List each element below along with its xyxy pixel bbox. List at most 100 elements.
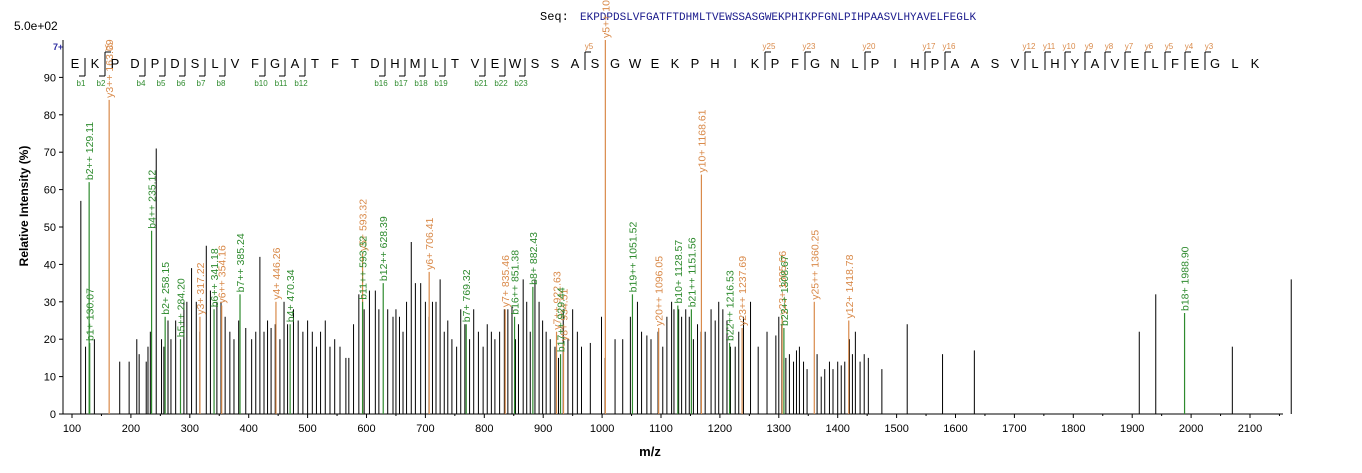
y-ladder-label: y4 bbox=[1185, 42, 1194, 51]
b-ladder-label: b5 bbox=[157, 79, 166, 88]
y-tick-label: 10 bbox=[44, 372, 56, 384]
y-ladder-label: y16 bbox=[943, 42, 956, 51]
b-ion-label: b5++ 284.20 bbox=[175, 278, 187, 337]
x-tick-label: 1900 bbox=[1120, 423, 1144, 435]
x-tick-label: 900 bbox=[534, 423, 552, 435]
b-ladder-label: b18 bbox=[414, 79, 428, 88]
b-ladder-label: b19 bbox=[434, 79, 448, 88]
residue-letter: T bbox=[311, 56, 319, 71]
y-tick-label: 80 bbox=[44, 110, 56, 122]
residue-letter: K bbox=[751, 56, 760, 71]
y-ladder-label: y9 bbox=[1085, 42, 1094, 51]
b-ion-label: b17++ 929.44 bbox=[556, 287, 568, 352]
residue-letter: S bbox=[551, 56, 560, 71]
y-ion-label: y8+ 934.51 bbox=[559, 289, 571, 341]
residue-letter: A bbox=[1091, 56, 1100, 71]
residue-letter: T bbox=[351, 56, 359, 71]
residue-letter: W bbox=[509, 56, 522, 71]
residue-letter: K bbox=[1251, 56, 1260, 71]
b-ladder-label: b16 bbox=[374, 79, 388, 88]
b-ion-label: b23++ 1308.67 bbox=[779, 255, 791, 326]
residue-letter: P bbox=[771, 56, 780, 71]
y-ladder-label: y17 bbox=[923, 42, 936, 51]
b-ladder-label: b8 bbox=[217, 79, 226, 88]
residue-letter: G bbox=[270, 56, 280, 71]
b-ion-label: b19++ 1051.52 bbox=[627, 222, 639, 293]
residue-letter: S bbox=[991, 56, 1000, 71]
b-ladder-label: b17 bbox=[394, 79, 408, 88]
y-ion-label: y6+ 706.41 bbox=[424, 217, 436, 269]
b-ion-label: b22++ 1216.53 bbox=[725, 270, 737, 341]
residue-letter: P bbox=[111, 56, 120, 71]
residue-letter: L bbox=[851, 56, 858, 71]
residue-letter: P bbox=[691, 56, 700, 71]
residue-letter: P bbox=[871, 56, 880, 71]
b-ion-label: b10+ 1128.57 bbox=[673, 240, 685, 304]
b-ladder-label: b2 bbox=[97, 79, 106, 88]
x-tick-label: 700 bbox=[416, 423, 434, 435]
y-ion-label: y25++ 1360.25 bbox=[809, 230, 821, 300]
residue-letter: I bbox=[733, 56, 737, 71]
residue-letter: P bbox=[151, 56, 160, 71]
y-ion-label: y20++ 1096.05 bbox=[654, 256, 666, 326]
x-tick-label: 1100 bbox=[649, 423, 673, 435]
x-tick-label: 1200 bbox=[708, 423, 732, 435]
residue-letter: E bbox=[1131, 56, 1140, 71]
peaks bbox=[80, 148, 1292, 414]
x-tick-label: 400 bbox=[240, 423, 258, 435]
y-ion-label: y23++ 1237.69 bbox=[737, 256, 749, 326]
b-ion-label: b21++ 1151.56 bbox=[686, 237, 698, 307]
residue-letter: E bbox=[651, 56, 660, 71]
residue-letter: L bbox=[1031, 56, 1038, 71]
residue-letter: T bbox=[451, 56, 459, 71]
residue-letter: L bbox=[1151, 56, 1158, 71]
residue-letter: H bbox=[390, 56, 399, 71]
y-ladder-label: y8 bbox=[1105, 42, 1114, 51]
x-tick-label: 2000 bbox=[1179, 423, 1203, 435]
b-ladder-label: b1 bbox=[77, 79, 86, 88]
residue-letter: M bbox=[410, 56, 421, 71]
y-ion-label: y10+ 1168.61 bbox=[696, 109, 708, 172]
b-ion-label: b2+ 258.15 bbox=[160, 262, 172, 315]
residue-letter: F bbox=[331, 56, 339, 71]
residue-letter: V bbox=[231, 56, 240, 71]
residue-letter: L bbox=[211, 56, 218, 71]
axes: 0 10 20 30 40 50 60 70 80 90 100 200 300 400 500 600 700… bbox=[44, 40, 1283, 435]
residue-letter: A bbox=[291, 56, 300, 71]
b-ion-label: b4+ 470.34 bbox=[285, 269, 297, 322]
y-ladder-label: y3 bbox=[105, 42, 114, 51]
residue-letter: H bbox=[710, 56, 719, 71]
residue-letter: E bbox=[1191, 56, 1200, 71]
seq-prefix: Seq: bbox=[540, 10, 569, 24]
x-tick-label: 500 bbox=[298, 423, 316, 435]
x-tick-label: 1500 bbox=[884, 423, 908, 435]
x-tick-label: 800 bbox=[475, 423, 493, 435]
residue-letter: H bbox=[1050, 56, 1059, 71]
y-tick-label: 30 bbox=[44, 297, 56, 309]
residue-letter: P bbox=[931, 56, 940, 71]
sequence-text: EKPDPDSLVFGATFTDHMLTVEWSSASGWEKPHIKPFGNL… bbox=[580, 12, 976, 24]
residue-letter: L bbox=[431, 56, 438, 71]
residue-letter: V bbox=[1111, 56, 1120, 71]
b-ion-label: b7+ 769.32 bbox=[461, 269, 473, 322]
y-ion-label: y3++ 163.09 bbox=[104, 39, 116, 98]
residue-letter: K bbox=[671, 56, 680, 71]
y-tick-label: 50 bbox=[44, 222, 56, 234]
y-ion-label: y3+ 317.22 bbox=[195, 262, 207, 314]
y-ladder-label: y5 bbox=[1165, 42, 1174, 51]
residue-letter: L bbox=[1231, 56, 1238, 71]
residue-letter: F bbox=[1171, 56, 1179, 71]
residue-letter: S bbox=[191, 56, 200, 71]
y-tick-label: 60 bbox=[44, 185, 56, 197]
b-ladder-label: b23 bbox=[514, 79, 528, 88]
x-tick-label: 600 bbox=[357, 423, 375, 435]
y-ladder-label: y12 bbox=[1023, 42, 1036, 51]
residue-letter: D bbox=[370, 56, 379, 71]
b-ion-label: b11++ 593.32 bbox=[358, 236, 370, 300]
b-ion-label: b2++ 129.11 bbox=[84, 122, 96, 180]
b-ladder-label: b12 bbox=[294, 79, 308, 88]
b-ion-label: b16++ 851.38 bbox=[510, 250, 522, 315]
y-ion-label: y5++ 1005.51 bbox=[600, 0, 612, 38]
